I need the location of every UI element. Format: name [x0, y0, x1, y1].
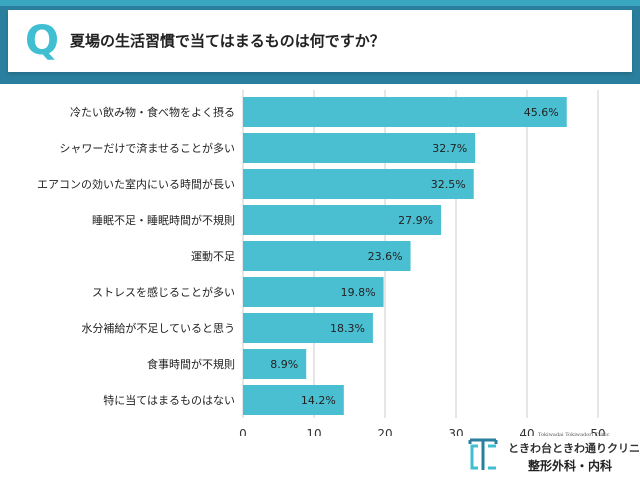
x-tick-label: 10 — [306, 427, 321, 436]
x-tick-label: 20 — [377, 427, 392, 436]
bar — [243, 133, 476, 163]
bar — [243, 205, 442, 235]
bar — [243, 313, 373, 343]
header-frame: Q 夏場の生活習慣で当てはまるものは何ですか？ — [0, 0, 640, 84]
bar — [243, 349, 307, 379]
bar-value-label: 32.7% — [432, 142, 467, 155]
category-label: 特に当てはまるものはない — [103, 393, 235, 407]
category-label: 冷たい飲み物・食べ物をよく摂る — [70, 105, 235, 119]
bar-value-label: 23.6% — [368, 250, 403, 263]
category-labels: 冷たい飲み物・食べ物をよく摂るシャワーだけで済ませることが多いエアコンの効いた室… — [37, 105, 235, 407]
category-label: ストレスを感じることが多い — [92, 285, 235, 299]
bar — [243, 169, 474, 199]
clinic-name: ときわ台ときわ通りクリニック — [508, 442, 640, 455]
clinic-logo-icon — [468, 438, 498, 470]
bar-value-label: 19.8% — [341, 286, 376, 299]
category-label: エアコンの効いた室内にいる時間が長い — [37, 177, 235, 191]
category-label: 水分補給が不足していると思う — [81, 321, 235, 335]
bar — [243, 277, 384, 307]
x-tick-label: 40 — [519, 427, 534, 436]
category-label: 運動不足 — [191, 249, 235, 263]
bar-value-label: 14.2% — [301, 394, 336, 407]
bar — [243, 241, 411, 271]
bar-value-label: 27.9% — [398, 214, 433, 227]
bar-value-label: 8.9% — [270, 358, 298, 371]
bar — [243, 385, 344, 415]
bars: 45.6% 32.7% 32.5% 27.9% 23.6% 19.8% 18.3% 8.9% 1… — [243, 97, 567, 415]
category-label: シャワーだけで済ませることが多い — [59, 141, 235, 155]
clinic-subtitle: Tokiwadai Tokiwadori Clinic — [538, 432, 610, 438]
question-text: 夏場の生活習慣で当てはまるものは何ですか？ — [70, 32, 385, 50]
question-box: Q 夏場の生活習慣で当てはまるものは何ですか？ — [8, 10, 632, 72]
bar-value-label: 32.5% — [431, 178, 466, 191]
bar-value-label: 18.3% — [330, 322, 365, 335]
bar — [243, 97, 567, 127]
header-stripe — [0, 0, 640, 6]
x-tick-label: 50 — [590, 427, 605, 436]
x-tick-label: 30 — [448, 427, 463, 436]
category-label: 睡眠不足・睡眠時間が不規則 — [92, 213, 235, 227]
bar-chart: 45.6% 32.7% 32.5% 27.9% 23.6% 19.8% 18.3% 8.9% 1… — [37, 90, 606, 436]
clinic-logo: Tokiwadai Tokiwadori Clinic ときわ台ときわ通りクリニ… — [466, 432, 640, 478]
bar-value-label: 45.6% — [524, 106, 559, 119]
x-axis-ticks: 0 10 20 30 40 50 — [239, 427, 605, 436]
clinic-department: 整形外科・内科 — [528, 459, 613, 473]
q-mark: Q — [24, 18, 59, 64]
category-label: 食事時間が不規則 — [147, 357, 235, 371]
x-tick-label: 0 — [239, 427, 247, 436]
